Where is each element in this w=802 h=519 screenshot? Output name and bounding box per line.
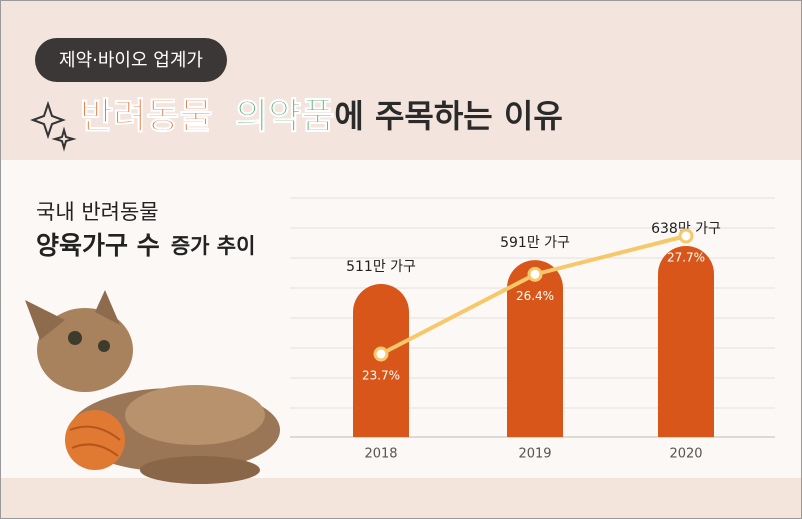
line-value-label: 27.7% [667, 251, 705, 265]
line-value-label: 26.4% [516, 289, 554, 303]
cat-ear [95, 290, 120, 325]
sparkle [30, 100, 66, 140]
cat-leg [140, 456, 260, 484]
x-tick-label: 2019 [518, 447, 551, 462]
footer-band [0, 478, 802, 519]
chart-title-part: 양육가구 수 [36, 231, 160, 260]
cat-ear [25, 300, 65, 340]
cat-body [125, 385, 265, 445]
cat-eye [98, 340, 110, 352]
yarn-strand [69, 425, 121, 457]
x-tick-label: 2020 [669, 447, 702, 462]
line-point [527, 266, 543, 282]
line-value-label: 23.7% [362, 369, 400, 383]
bar-value-label: 591만 가구 [500, 235, 570, 251]
chart-title-part: 증가 추이 [171, 234, 256, 258]
line-point [373, 346, 389, 362]
cat-illustration [25, 290, 280, 484]
bar [507, 260, 563, 437]
tag-pill [35, 38, 227, 82]
bar [658, 246, 714, 437]
chart-title: 양육가구 수 증가 추이 [36, 231, 255, 260]
yarn-ball [65, 410, 125, 470]
title-part: 에 주목하는 이유 [334, 97, 562, 135]
line-point [678, 228, 694, 244]
title-part: 의약품 [235, 96, 334, 137]
cat-head [37, 308, 133, 392]
cat-eye [68, 331, 82, 345]
sparkle [51, 126, 77, 152]
x-tick-label: 2018 [364, 447, 397, 462]
chart-title: 국내 반려동물 [36, 200, 159, 224]
title-part: 반려동물 [80, 96, 212, 137]
main-title: 반려동물 의약품에 주목하는 이유 [80, 96, 563, 137]
tag-text: 제약·바이오 업계가 [59, 50, 203, 71]
bar-value-label: 511만 가구 [346, 259, 416, 275]
